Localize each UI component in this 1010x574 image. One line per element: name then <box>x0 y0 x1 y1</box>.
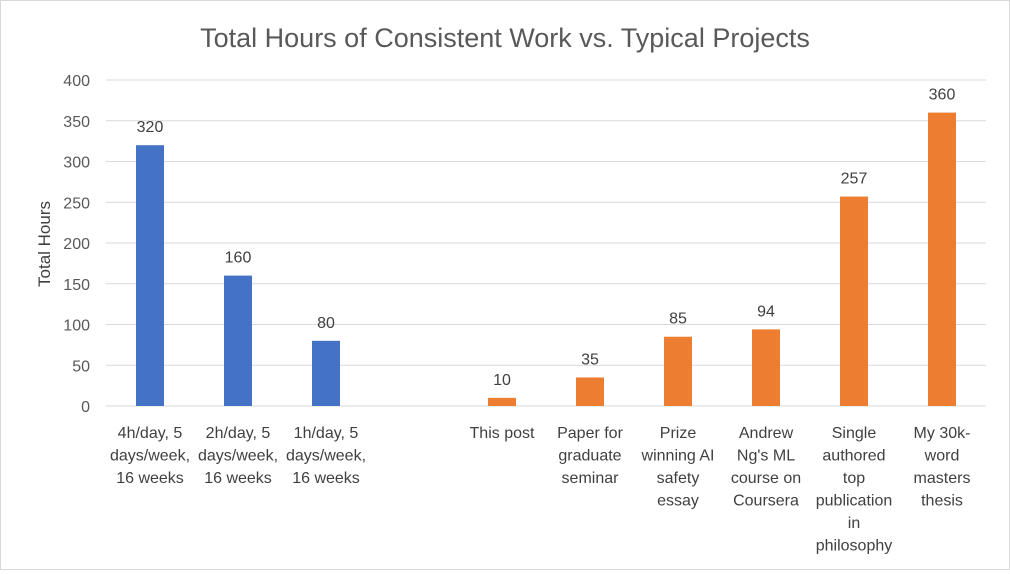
y-tick-label: 300 <box>63 155 90 172</box>
bar <box>576 377 604 406</box>
x-tick-label: 16 weeks <box>204 470 272 487</box>
x-tick-label: course on <box>731 470 801 487</box>
bar <box>752 329 780 406</box>
x-tick-label: 16 weeks <box>292 470 360 487</box>
x-tick-label: 2h/day, 5 <box>206 425 271 442</box>
bar <box>928 112 956 406</box>
x-tick-label: 16 weeks <box>116 470 184 487</box>
bar <box>136 145 164 406</box>
x-tick-label: 4h/day, 5 <box>118 425 183 442</box>
x-tick-label: days/week, <box>286 448 366 465</box>
x-tick-label: 1h/day, 5 <box>294 425 359 442</box>
x-tick-label: Prize <box>660 425 697 442</box>
x-tick-label: top <box>843 470 865 487</box>
x-tick-label: Coursera <box>733 493 799 510</box>
x-tick-label: winning AI <box>641 448 715 465</box>
x-tick-label: thesis <box>921 493 963 510</box>
x-tick-label: My 30k- <box>914 425 971 442</box>
y-axis-label: Total Hours <box>35 201 54 287</box>
y-tick-label: 50 <box>72 358 90 375</box>
data-label: 160 <box>225 250 252 267</box>
bar <box>224 275 252 406</box>
bar <box>664 336 692 406</box>
bar <box>840 196 868 406</box>
y-tick-label: 150 <box>63 277 90 294</box>
x-tick-label: days/week, <box>110 448 190 465</box>
x-tick-label: masters <box>914 470 971 487</box>
data-label: 360 <box>929 87 956 104</box>
y-tick-label: 100 <box>63 318 90 335</box>
data-label: 80 <box>317 315 335 332</box>
data-label: 10 <box>493 372 511 389</box>
data-label: 85 <box>669 311 687 328</box>
x-tick-label: Paper for <box>557 425 623 442</box>
x-tick-label: Single <box>832 425 877 442</box>
bar <box>312 340 340 406</box>
chart-title: Total Hours of Consistent Work vs. Typic… <box>200 23 810 53</box>
x-tick-label: in <box>848 515 860 532</box>
y-tick-label: 0 <box>81 399 90 416</box>
x-tick-label: Andrew <box>739 425 794 442</box>
y-tick-label: 350 <box>63 114 90 131</box>
x-tick-label: safety <box>657 470 700 487</box>
data-label: 94 <box>757 303 775 320</box>
x-tick-label: authored <box>822 448 885 465</box>
x-tick-label: days/week, <box>198 448 278 465</box>
x-tick-label: word <box>924 448 960 465</box>
x-tick-label: philosophy <box>816 538 893 555</box>
data-label: 35 <box>581 351 599 368</box>
x-tick-label: seminar <box>562 470 620 487</box>
x-tick-label: Ng's ML <box>737 448 795 465</box>
y-tick-label: 200 <box>63 236 90 253</box>
x-tick-label: This post <box>470 425 535 442</box>
x-tick-label: graduate <box>558 448 621 465</box>
x-tick-label: essay <box>657 493 699 510</box>
y-tick-label: 250 <box>63 195 90 212</box>
bar <box>488 397 516 406</box>
data-label: 320 <box>137 119 164 136</box>
y-tick-label: 400 <box>63 73 90 90</box>
x-tick-label: publication <box>816 493 893 510</box>
data-label: 257 <box>841 171 868 188</box>
